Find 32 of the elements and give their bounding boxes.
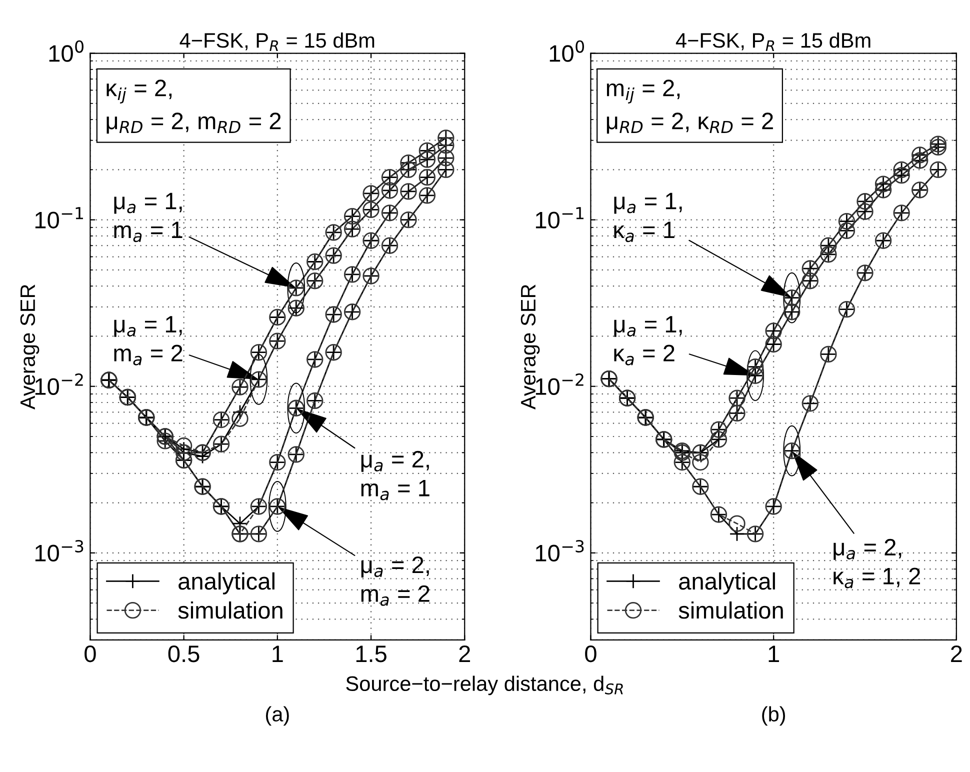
y-tick-label: 10$^{−1}$: [536, 207, 584, 228]
annotation: μ$_{a}$ = 2, m$_{a}$ = 1: [361, 450, 430, 500]
annotation: μ$_{a}$ = 1, m$_{a}$ = 1: [114, 192, 182, 242]
legend-label: analytical: [679, 572, 775, 594]
legend-label: simulation: [678, 601, 783, 619]
x-tick-label: 1: [272, 646, 283, 662]
annotation: μ$_{a}$ = 1, m$_{a}$ = 2: [114, 316, 182, 366]
annotation: κ$_{ij}$ = 2, μ$_{RD}$ = 2, m$_{RD}$ = 2: [106, 80, 281, 134]
y-tick-label: 10$^{−3}$: [536, 540, 584, 562]
x-tick-label: 2: [459, 645, 470, 662]
x-tick-label: 2: [951, 645, 962, 662]
annotation: μ$_{a}$ = 1, κ$_{a}$ = 1: [614, 192, 682, 242]
legend-label: simulation: [178, 601, 282, 619]
legend-label: analytical: [178, 572, 274, 594]
text: m$_{ij}$ = 2, μ$_{RD}$ = 2, κ$_{RD}$ = 2: [606, 80, 773, 134]
x-tick-label: 1: [768, 646, 779, 662]
x-tick-label: 0: [585, 645, 596, 662]
annotation: μ$_{a}$ = 2, m$_{a}$ = 2: [361, 556, 430, 606]
annotation: μ$_{a}$ = 2, κ$_{a}$ = 1, 2: [834, 538, 920, 588]
x-tick-label: 1.5: [356, 646, 386, 662]
x-axis-title: Source−to−relay distance, d$_{SR}$: [346, 676, 623, 696]
y-tick-label: 10$^{0}$: [49, 40, 84, 62]
x-tick-label: 0.5: [168, 645, 200, 662]
text: (a): [266, 706, 289, 726]
y-tick-label: 10$^{−1}$: [35, 207, 83, 228]
y-tick-label: 10$^{0}$: [550, 40, 584, 62]
chart-title: 4−FSK, P$_{R}$ = 15 dBm: [180, 32, 374, 52]
x-tick-label: 0: [84, 645, 96, 662]
y-tick-label: 10$^{−3}$: [35, 540, 84, 562]
chart-title: 4−FSK, P$_{R}$ = 15 dBm: [676, 32, 870, 52]
annotation: μ$_{a}$ = 1, κ$_{a}$ = 2: [614, 316, 682, 366]
text: (b): [762, 706, 786, 726]
